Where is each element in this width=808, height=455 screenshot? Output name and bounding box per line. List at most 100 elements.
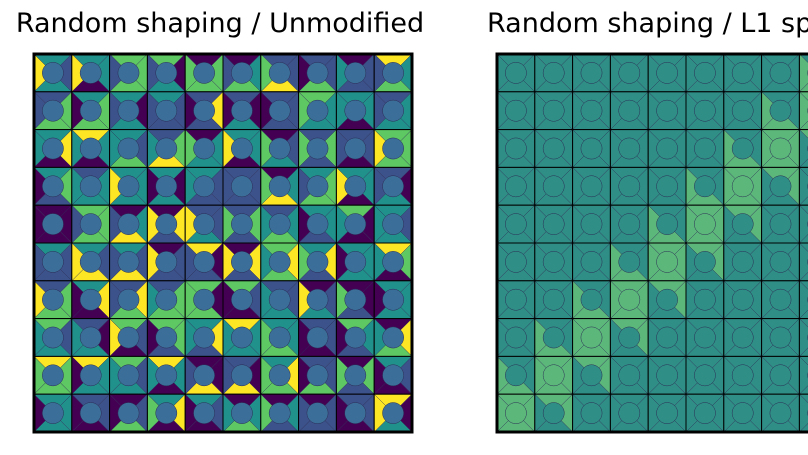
cell-center-circle bbox=[694, 364, 716, 387]
cell bbox=[373, 355, 413, 395]
cell bbox=[496, 53, 536, 93]
cell bbox=[798, 91, 808, 131]
cell bbox=[33, 53, 73, 93]
panel-1-title: Random shaping / Unmodified bbox=[16, 8, 424, 39]
cell bbox=[260, 129, 300, 168]
cell-center-circle bbox=[505, 251, 527, 273]
cell bbox=[609, 393, 649, 433]
cell bbox=[71, 280, 111, 320]
cell-border bbox=[798, 91, 808, 131]
cell-center-circle bbox=[769, 137, 792, 160]
cell-center-circle bbox=[117, 62, 140, 84]
cell bbox=[260, 318, 300, 357]
cell-center-circle bbox=[618, 402, 641, 424]
cell-center-circle bbox=[382, 251, 404, 273]
cell bbox=[109, 129, 148, 168]
cell bbox=[534, 242, 574, 282]
cell-center-circle bbox=[694, 213, 716, 235]
cell-center-circle bbox=[42, 137, 64, 160]
cell-center-circle bbox=[656, 137, 678, 160]
cell-center-circle bbox=[542, 99, 565, 122]
cell-center-circle bbox=[155, 213, 178, 235]
cell-center-circle bbox=[344, 326, 367, 349]
cell bbox=[222, 91, 262, 131]
cell-center-circle bbox=[731, 175, 754, 198]
cell bbox=[534, 318, 574, 357]
cell-center-circle bbox=[731, 137, 754, 160]
cell-center-circle bbox=[618, 62, 641, 84]
cell-center-circle bbox=[731, 62, 754, 84]
cell-center-circle bbox=[344, 288, 367, 311]
cell-center-circle bbox=[618, 99, 641, 122]
cell-center-circle bbox=[505, 62, 527, 84]
cell bbox=[534, 204, 574, 244]
cell bbox=[260, 242, 300, 282]
cell bbox=[335, 204, 375, 244]
cell-center-circle bbox=[306, 213, 329, 235]
cell-center-circle bbox=[618, 288, 641, 311]
cell bbox=[685, 204, 725, 244]
cell-center-circle bbox=[306, 288, 329, 311]
cell bbox=[146, 53, 186, 93]
cell bbox=[572, 280, 611, 320]
cell-center-circle bbox=[306, 137, 329, 160]
cell-center-circle bbox=[306, 62, 329, 84]
cell-center-circle bbox=[117, 99, 140, 122]
cell bbox=[496, 204, 536, 244]
cell bbox=[260, 393, 300, 433]
cell bbox=[146, 91, 186, 131]
cell bbox=[184, 355, 224, 395]
cell-center-circle bbox=[231, 402, 253, 424]
cell-center-circle bbox=[42, 175, 64, 198]
cell bbox=[373, 129, 413, 168]
cell-center-circle bbox=[117, 402, 140, 424]
cell bbox=[685, 129, 725, 168]
cell bbox=[298, 355, 337, 395]
cell bbox=[260, 53, 300, 93]
cell-center-circle bbox=[580, 99, 603, 122]
cell-center-circle bbox=[344, 99, 367, 122]
cell bbox=[33, 204, 73, 244]
cell-center-circle bbox=[193, 62, 215, 84]
cell bbox=[222, 393, 262, 433]
cell bbox=[685, 242, 725, 282]
cell bbox=[609, 280, 649, 320]
cell-center-circle bbox=[155, 251, 178, 273]
cell-border bbox=[798, 280, 808, 320]
cell bbox=[33, 129, 73, 168]
cell-center-circle bbox=[382, 364, 404, 387]
cell-center-circle bbox=[268, 326, 291, 349]
cell bbox=[685, 280, 725, 320]
cell bbox=[109, 318, 148, 357]
cell bbox=[222, 280, 262, 320]
cell bbox=[723, 280, 763, 320]
cell bbox=[534, 355, 574, 395]
cell-center-circle bbox=[117, 326, 140, 349]
cell bbox=[184, 91, 224, 131]
cell-center-circle bbox=[618, 326, 641, 349]
cell bbox=[222, 53, 262, 93]
cell-center-circle bbox=[155, 62, 178, 84]
cell-center-circle bbox=[580, 251, 603, 273]
cell-center-circle bbox=[694, 99, 716, 122]
cell bbox=[373, 204, 413, 244]
cell bbox=[71, 318, 111, 357]
cell-center-circle bbox=[382, 402, 404, 424]
cell-center-circle bbox=[731, 402, 754, 424]
cell-center-circle bbox=[306, 364, 329, 387]
cell bbox=[761, 280, 800, 320]
cell-center-circle bbox=[382, 137, 404, 160]
cell bbox=[109, 91, 148, 131]
cell bbox=[33, 393, 73, 433]
cell-center-circle bbox=[656, 62, 678, 84]
cell bbox=[373, 393, 413, 433]
cell bbox=[609, 242, 649, 282]
cell bbox=[723, 53, 763, 93]
cell-center-circle bbox=[382, 213, 404, 235]
cell bbox=[260, 280, 300, 320]
cell bbox=[298, 166, 337, 206]
cell bbox=[798, 166, 808, 206]
cell bbox=[146, 280, 186, 320]
cell bbox=[71, 393, 111, 433]
cell bbox=[496, 318, 536, 357]
